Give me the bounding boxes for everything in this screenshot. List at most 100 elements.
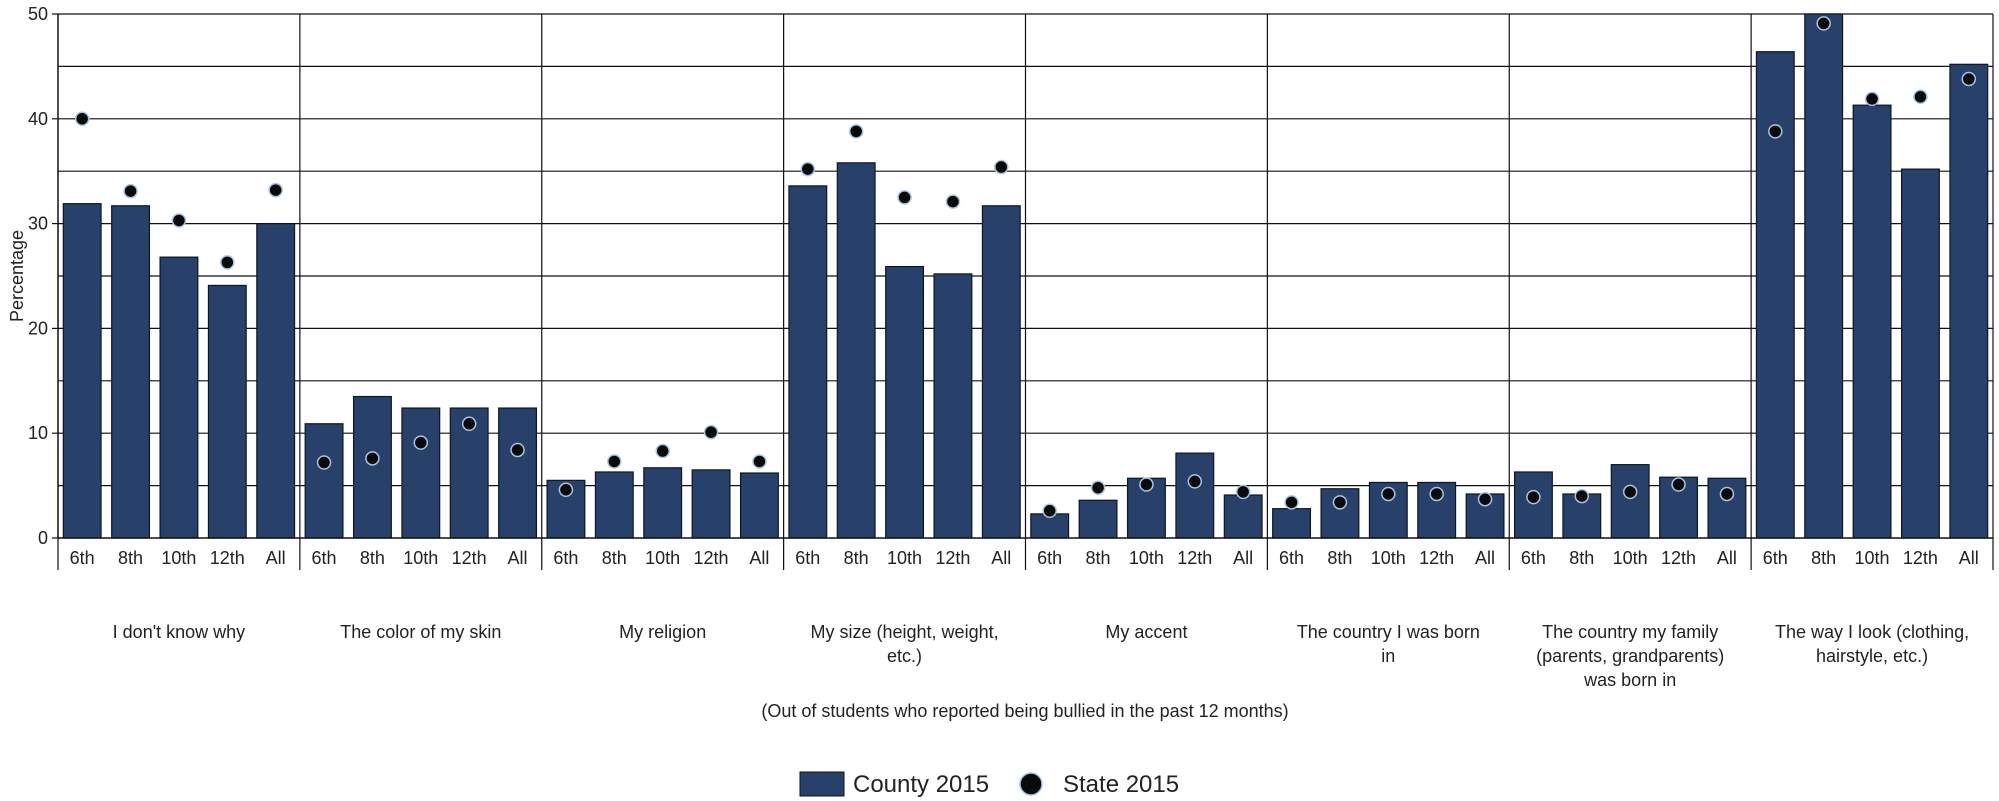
x-tick-label: 10th [887, 548, 922, 568]
county-bar [304, 423, 344, 539]
county-bar [1223, 494, 1263, 539]
county-bar [1078, 499, 1118, 539]
county-bar [788, 185, 828, 539]
state-point [268, 182, 283, 198]
legend-dot-state [1019, 772, 1043, 796]
x-tick-label: 6th [1279, 548, 1304, 568]
x-tick-label: All [508, 548, 528, 568]
x-tick-label: 10th [403, 548, 438, 568]
x-tick-label: 12th [210, 548, 245, 568]
x-tick-label: 6th [312, 548, 337, 568]
x-tick-label: 8th [1569, 548, 1594, 568]
state-point [1235, 484, 1251, 500]
x-tick-label: 8th [602, 548, 627, 568]
y-axis-ticks: 0 10 20 30 40 50 [28, 4, 58, 548]
x-tick-label: 8th [844, 548, 869, 568]
county-bar [981, 205, 1021, 539]
group-labels: I don't know why The color of my skin My r… [113, 622, 1969, 690]
state-point [897, 190, 912, 205]
legend-swatch-county [799, 771, 845, 797]
state-point [220, 255, 235, 270]
x-tick-label: 12th [694, 548, 729, 568]
county-bar [401, 407, 441, 539]
state-point [1671, 477, 1686, 492]
state-point [945, 194, 961, 209]
x-tick-label: 12th [1903, 548, 1938, 568]
group-label: The way I look (clothing, hairstyle, etc.… [1775, 622, 1969, 666]
state-point [848, 124, 864, 139]
county-bar [1949, 63, 1989, 539]
county-bar [498, 407, 538, 539]
state-point [1381, 486, 1396, 502]
x-tick-label: 8th [1811, 548, 1836, 568]
state-point [1139, 477, 1154, 492]
state-point [74, 111, 90, 127]
x-axis-title: (Out of students who reported being bull… [761, 701, 1288, 721]
state-points [74, 16, 1977, 519]
county-bar [159, 256, 199, 539]
x-tick-label: 12th [452, 548, 487, 568]
x-tick-label: 12th [1661, 548, 1696, 568]
axes [57, 14, 1993, 539]
state-point [1768, 124, 1783, 139]
state-point [703, 424, 719, 440]
group-label: My religion [619, 622, 706, 642]
county-bar [1272, 508, 1312, 539]
x-tick-label: 6th [70, 548, 95, 568]
state-point [123, 183, 138, 199]
state-point [1961, 71, 1977, 87]
state-point [655, 443, 670, 459]
county-bar [933, 273, 973, 539]
x-tick-label: 10th [1371, 548, 1406, 568]
y-tick-label: 0 [38, 528, 48, 548]
x-tick-label: 8th [360, 548, 385, 568]
county-bar [739, 472, 779, 539]
x-tick-label: 6th [1037, 548, 1062, 568]
county-bar [885, 265, 925, 539]
state-point [1719, 486, 1735, 502]
county-bar [1513, 471, 1553, 539]
state-point [1526, 489, 1541, 505]
state-point [607, 454, 622, 469]
state-point [413, 435, 429, 450]
y-tick-label: 50 [28, 4, 48, 24]
group-label: The country I was born in [1297, 622, 1480, 666]
group-label: The color of my skin [340, 622, 501, 642]
state-point [1042, 503, 1057, 519]
county-bar [643, 467, 683, 539]
county-bar [1804, 13, 1844, 539]
county-bar [691, 469, 731, 539]
state-point [752, 454, 767, 469]
x-tick-label: 10th [1613, 548, 1648, 568]
y-tick-label: 30 [28, 214, 48, 234]
county-bar [1900, 168, 1940, 539]
x-tick-label: 12th [1177, 548, 1212, 568]
state-point [1429, 486, 1444, 502]
x-tick-label: 12th [935, 548, 970, 568]
x-tick-label: 10th [161, 548, 196, 568]
group-dividers [57, 14, 1994, 570]
x-tick-label: All [1959, 548, 1979, 568]
county-bar [1755, 51, 1795, 539]
x-tick-label: All [1717, 548, 1737, 568]
county-bar [1610, 464, 1650, 539]
x-tick-label: 12th [1419, 548, 1454, 568]
county-bar [256, 223, 296, 539]
state-point [1332, 495, 1348, 510]
county-bar [207, 284, 247, 539]
group-label: My accent [1105, 622, 1187, 642]
x-tick-label: 8th [1327, 548, 1352, 568]
y-tick-label: 20 [28, 318, 48, 338]
state-point [1477, 491, 1493, 507]
county-bar [111, 205, 151, 539]
state-point [558, 482, 574, 498]
y-tick-label: 40 [28, 109, 48, 129]
county-bar [836, 162, 876, 539]
x-tick-label: All [266, 548, 286, 568]
state-point [1913, 89, 1928, 105]
state-point [1574, 488, 1590, 504]
x-tick-label: 10th [1129, 548, 1164, 568]
x-axis-tick-labels: 6th 8th 10th 12th All 6th 8th 10th 12th All 6th 8th… [70, 548, 1979, 568]
y-axis-title: Percentage [7, 230, 27, 322]
county-bar [1175, 452, 1215, 539]
